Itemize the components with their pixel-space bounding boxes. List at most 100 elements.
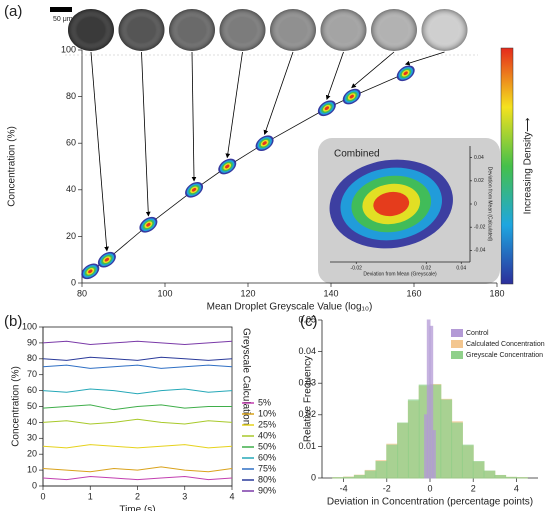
density-level bbox=[225, 164, 230, 169]
histogram-bar bbox=[483, 470, 496, 479]
density-level bbox=[349, 94, 354, 99]
histogram-bar bbox=[472, 461, 485, 479]
histogram-bar bbox=[343, 476, 355, 479]
y-tick-label: 0.01 bbox=[298, 441, 316, 451]
y-tick-label: 80 bbox=[27, 353, 37, 363]
x-tick-label: 0 bbox=[40, 491, 45, 501]
y-tick-label: 100 bbox=[22, 321, 37, 331]
y-tick-label: 40 bbox=[66, 184, 76, 194]
arrow bbox=[351, 51, 395, 89]
series-line bbox=[42, 444, 233, 449]
legend-label: Control bbox=[466, 330, 489, 337]
histogram-bar bbox=[353, 474, 366, 479]
y-tick-label: 0 bbox=[32, 480, 37, 490]
density-cluster bbox=[97, 251, 116, 268]
x-tick-label: 1 bbox=[88, 491, 93, 501]
y-tick-label: 100 bbox=[61, 44, 76, 54]
y-axis-label: Concentration (%) bbox=[11, 366, 22, 447]
droplet-shadow bbox=[421, 9, 468, 51]
droplet-shadow bbox=[320, 9, 367, 51]
y-tick-label: 0.02 bbox=[298, 409, 316, 419]
legend-label: 40% bbox=[258, 430, 276, 440]
x-tick-label: 0.02 bbox=[421, 265, 431, 271]
y-tick-label: 0 bbox=[311, 472, 316, 482]
y-tick-label: -0.02 bbox=[474, 225, 486, 231]
legend-swatch bbox=[451, 329, 463, 337]
histogram-bar bbox=[386, 444, 399, 479]
y-axis-label: Deviation from Mean (Calculated) bbox=[487, 167, 493, 242]
histogram-bar bbox=[364, 470, 377, 479]
density-level bbox=[146, 222, 151, 227]
series-line bbox=[42, 356, 233, 361]
density-level bbox=[191, 187, 197, 192]
scale-bar-label: 50 μm bbox=[53, 16, 73, 23]
series-line bbox=[42, 418, 233, 425]
histogram-bar bbox=[451, 422, 463, 479]
x-tick-label: 100 bbox=[157, 288, 172, 298]
y-tick-label: 80 bbox=[66, 91, 76, 101]
y-tick-label: 50 bbox=[27, 401, 37, 411]
arrow bbox=[225, 51, 243, 159]
density-level bbox=[373, 191, 410, 217]
legend-swatch bbox=[451, 351, 463, 359]
histogram-bar bbox=[429, 325, 434, 479]
x-tick-label: 4 bbox=[514, 483, 519, 493]
x-tick-label: 3 bbox=[182, 491, 187, 501]
panel-label: (c) bbox=[300, 313, 318, 330]
panel-label: (a) bbox=[4, 3, 22, 20]
legend-label: Greyscale Concentration bbox=[466, 352, 543, 359]
y-tick-label: 20 bbox=[27, 449, 37, 459]
arrow bbox=[141, 51, 151, 217]
y-tick-label: 40 bbox=[27, 417, 37, 427]
legend-label: 75% bbox=[258, 463, 276, 473]
density-cluster bbox=[396, 65, 415, 82]
y-tick-label: 0.02 bbox=[474, 178, 484, 184]
x-tick-label: 160 bbox=[406, 288, 421, 298]
histogram-bar bbox=[407, 399, 420, 479]
x-tick-label: 4 bbox=[229, 491, 234, 501]
density-level bbox=[403, 71, 408, 76]
x-tick-label: -0.02 bbox=[351, 265, 363, 271]
y-axis-label: Relative Frequency bbox=[303, 356, 314, 442]
panel-label: (b) bbox=[4, 313, 22, 330]
x-axis-label: Deviation in Concentration (percentage p… bbox=[327, 497, 533, 508]
legend-label: 90% bbox=[258, 485, 276, 495]
series-line bbox=[42, 475, 233, 481]
x-axis-label: Deviation from Mean (Greyscale) bbox=[363, 271, 437, 277]
histogram-bar bbox=[440, 399, 453, 479]
series-line bbox=[42, 340, 233, 345]
arrow bbox=[191, 51, 197, 182]
inset-title: Combined bbox=[334, 149, 380, 160]
legend-label: 10% bbox=[258, 408, 276, 418]
x-tick-label: -4 bbox=[340, 483, 348, 493]
legend-label: 60% bbox=[258, 452, 276, 462]
droplet-shadow bbox=[270, 9, 316, 51]
legend-swatch bbox=[451, 340, 463, 348]
y-tick-label: 30 bbox=[27, 433, 37, 443]
y-axis-label: Concentration (%) bbox=[7, 126, 18, 207]
x-tick-label: -2 bbox=[383, 483, 391, 493]
legend-title: Greyscale Calculation bbox=[240, 328, 251, 425]
x-tick-label: 2 bbox=[471, 483, 476, 493]
histogram-bar bbox=[432, 430, 436, 479]
droplet-shadow bbox=[219, 9, 266, 51]
x-tick-label: 0 bbox=[427, 483, 432, 493]
series-line bbox=[42, 388, 233, 395]
histogram-bar bbox=[461, 444, 474, 479]
density-level bbox=[88, 269, 93, 274]
density-cluster bbox=[139, 216, 158, 233]
histogram-bar bbox=[505, 476, 517, 479]
density-cluster bbox=[342, 88, 361, 105]
y-tick-label: 60 bbox=[66, 138, 76, 148]
y-tick-label: 0.05 bbox=[298, 314, 316, 324]
x-tick-label: 120 bbox=[240, 288, 255, 298]
y-tick-label: 0 bbox=[71, 277, 76, 287]
x-axis-label: Mean Droplet Greyscale Value (log₁₀) bbox=[207, 302, 373, 313]
scale-bar bbox=[50, 7, 72, 12]
density-level bbox=[324, 106, 329, 111]
x-tick-label: 140 bbox=[323, 288, 338, 298]
x-tick-label: 180 bbox=[489, 288, 504, 298]
y-tick-label: 0.04 bbox=[298, 346, 316, 356]
legend-label: Calculated Concentration bbox=[466, 341, 545, 348]
